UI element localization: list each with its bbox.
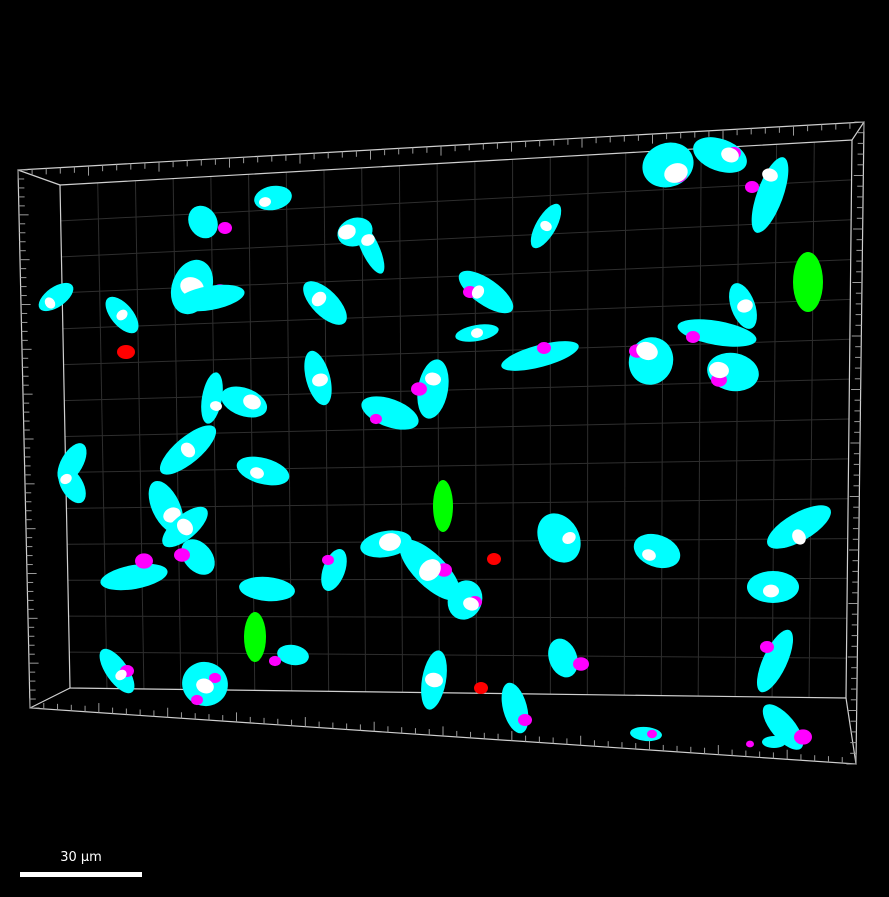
nucleus-cell [303,281,347,325]
nucleus-cell [751,157,789,233]
nucleus-highlight [116,309,128,321]
nucleus-cell [100,563,168,591]
nucleus-highlight [259,197,271,207]
red-spot [487,553,501,565]
nucleus-highlight [471,328,483,338]
nucleus-highlight [312,373,328,387]
nucleus-cell [501,341,579,371]
nucleus-highlight [250,467,264,479]
magenta-spot [209,672,221,684]
nucleus-highlight [379,533,401,551]
nucleus-cell [458,270,514,314]
magenta-spot [191,694,203,706]
magenta-spot [686,331,700,343]
grid-line [65,458,849,473]
nucleus-cell [756,629,794,693]
magenta-spot [411,382,427,396]
scale-bar-line [20,872,142,877]
nucleus-highlight [762,168,778,182]
nucleus-highlight [540,220,552,232]
nucleus-highlight [792,529,806,545]
cells-layer [38,137,831,750]
magenta-spot [218,222,232,234]
nucleus-highlight [737,299,753,313]
nucleus-cell [548,638,578,678]
magenta-spot [573,657,589,671]
nucleus-cell [201,372,223,424]
nucleus-highlight [44,297,56,309]
nucleus-cell [767,505,831,549]
nucleus-cell [99,648,135,694]
nucleus-cell [762,704,804,750]
grid-line [69,651,847,659]
magenta-spot [269,655,281,667]
nucleus-highlight [60,473,72,485]
red-spot [474,682,488,694]
nucleus-highlight [463,597,479,611]
nucleus-cell [355,222,385,274]
nucleus-cell [239,576,295,602]
nucleus-highlight [361,234,375,246]
nucleus-highlight [425,672,443,688]
magenta-spot [745,181,759,193]
magenta-spot [794,729,812,745]
nucleus-cell [175,284,245,312]
nucleus-highlight [562,532,576,544]
nucleus-cell [537,513,581,563]
nucleus-highlight [210,401,222,411]
magenta-spot [370,413,382,425]
red-spot [117,345,135,359]
nucleus-cell [417,359,449,419]
green-cell [433,480,453,532]
grid-line [61,219,852,258]
magenta-spot [322,554,334,566]
back-plane-grid [60,142,852,698]
magenta-spot [537,342,551,354]
grid-line [62,298,851,330]
nucleus-highlight [196,678,214,694]
magenta-spot [518,714,532,726]
nucleus-highlight [115,669,127,681]
magenta-spot [760,641,774,653]
nucleus-cell [188,205,218,239]
scale-bar-label: 30 µm [60,850,102,865]
nucleus-highlight [642,549,656,561]
nucleus-highlight [664,163,688,183]
nucleus-highlight [471,285,485,299]
magenta-spot [174,548,190,562]
nucleus-cell [693,137,747,173]
nucleus-cell [762,736,786,748]
magenta-spot [647,729,657,739]
nucleus-highlight [419,559,441,581]
nucleus-highlight [338,224,356,240]
nucleus-highlight [180,442,196,458]
axis-ticks [17,121,865,765]
magenta-spot [135,553,153,569]
nucleus-cell [181,539,215,575]
grid-line [67,577,848,581]
green-cell [244,612,266,662]
nucleus-highlight [763,584,779,598]
nucleus-highlight [636,341,658,361]
magenta-spot [746,740,754,748]
nucleus-highlight [425,372,441,386]
nucleus-highlight [311,291,327,307]
green-cell [793,252,823,312]
nucleus-cell [277,644,309,666]
nucleus-highlight [721,147,739,163]
grid-line [66,498,849,509]
nucleus-highlight [243,394,261,410]
nucleus-cell [633,533,681,569]
nucleus-highlight [177,518,193,536]
nucleus-highlight [709,361,729,379]
